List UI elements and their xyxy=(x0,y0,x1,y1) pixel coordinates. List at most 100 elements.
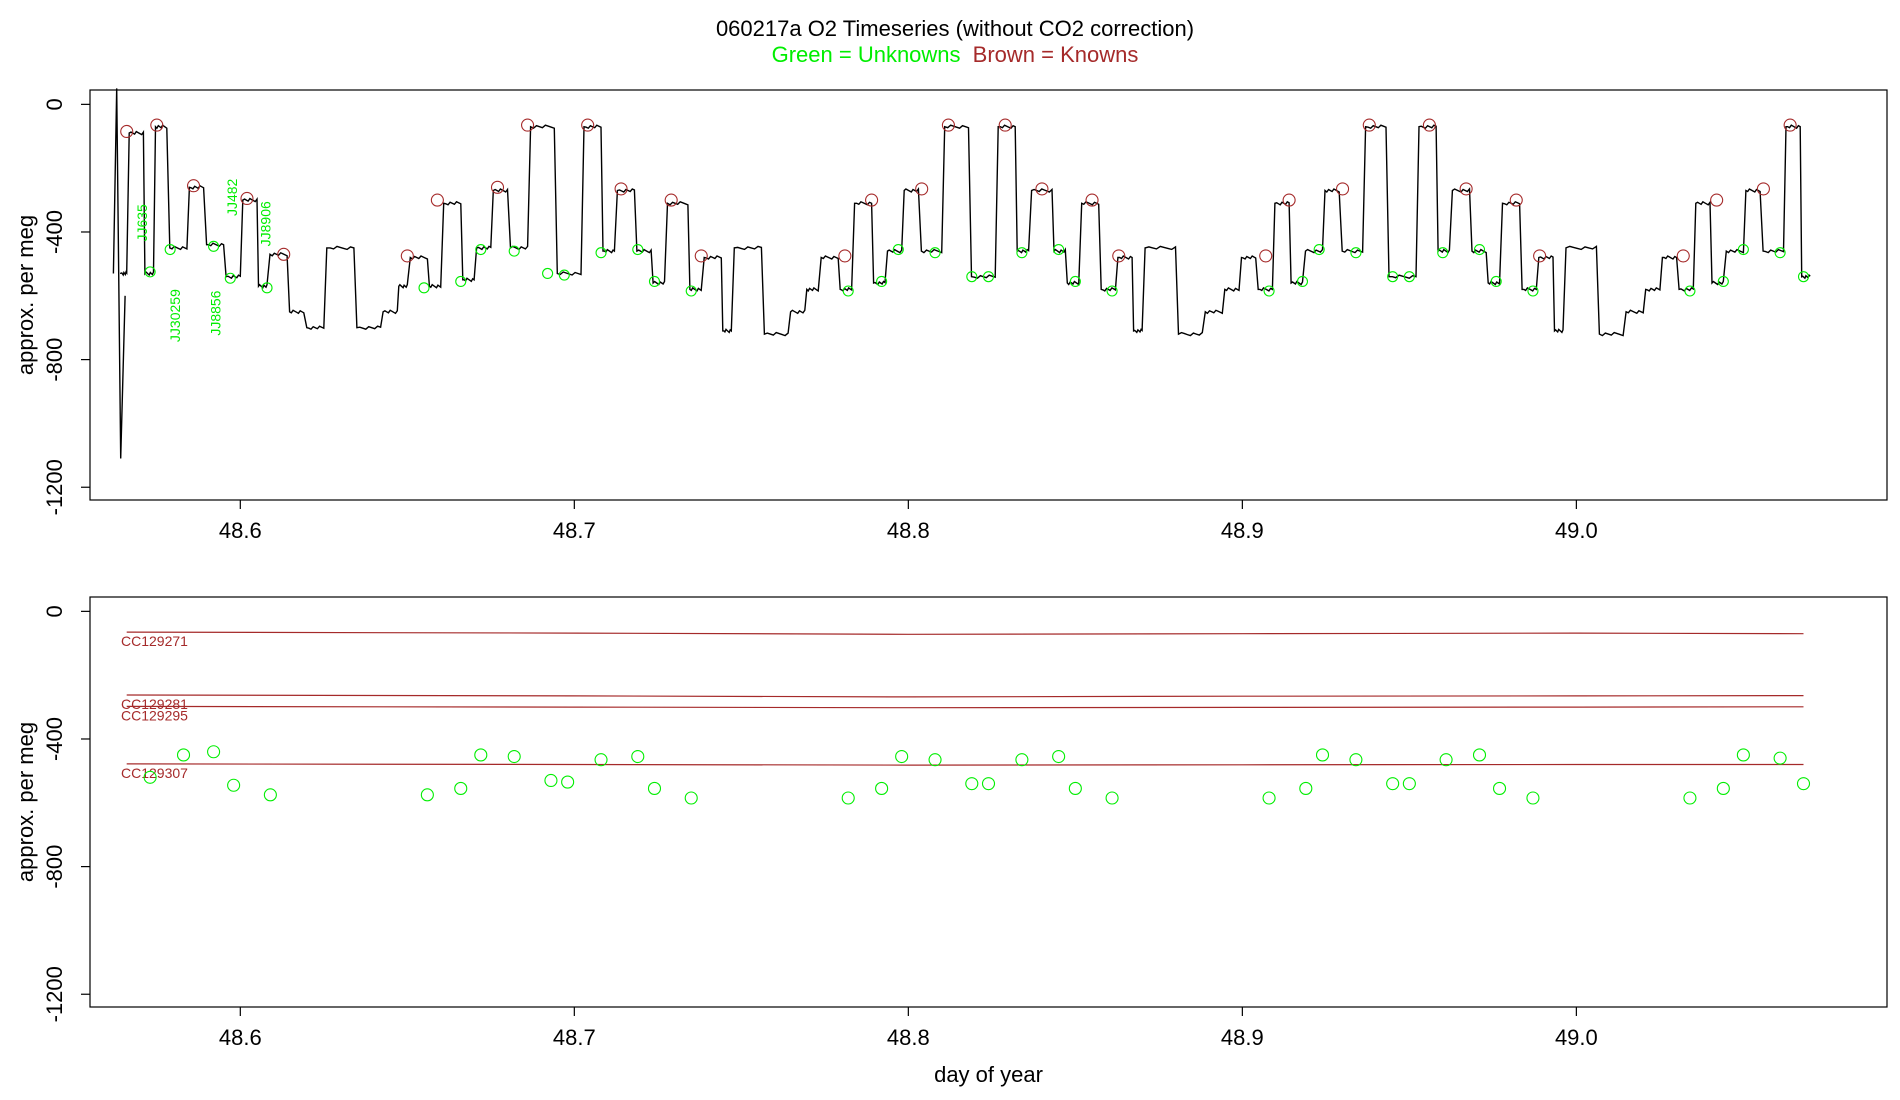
unknown-point xyxy=(895,749,909,764)
unknown-point xyxy=(1527,285,1539,297)
o2-trace-line xyxy=(119,124,1811,337)
unknown-point xyxy=(594,753,608,767)
y-tick-label: 0 xyxy=(42,605,67,617)
known-point xyxy=(400,249,414,263)
known-point xyxy=(1710,193,1724,207)
known-point xyxy=(430,193,444,207)
known-line xyxy=(126,705,1804,709)
unknown-point xyxy=(1736,748,1750,762)
known-point xyxy=(1422,118,1436,132)
x-tick-label: 48.6 xyxy=(219,518,262,543)
known-point xyxy=(998,118,1012,132)
unknown-point xyxy=(1773,751,1787,765)
unknown-point xyxy=(632,243,644,256)
y-axis-label: approx. per meg xyxy=(13,215,38,375)
y-axis-label: approx. per meg xyxy=(13,722,38,882)
legend-knowns: Brown = Knowns xyxy=(973,42,1139,67)
unknown-point xyxy=(420,788,434,802)
known-point xyxy=(150,118,164,132)
unknown-point xyxy=(1439,753,1453,767)
unknown-point xyxy=(1774,247,1786,259)
known-point xyxy=(664,193,678,207)
unknown-point xyxy=(1106,285,1118,297)
known-point xyxy=(941,118,955,132)
x-tick-label: 48.8 xyxy=(887,518,930,543)
known-line-label: CC129281 xyxy=(121,696,188,712)
unknown-point xyxy=(1526,791,1540,805)
x-tick-label: 48.9 xyxy=(1221,1025,1264,1050)
unknown-point xyxy=(455,275,467,287)
unknown-point xyxy=(875,781,889,795)
unknown-point xyxy=(475,243,487,256)
sample-annotation: JJ30259 xyxy=(167,289,183,342)
known-point xyxy=(1085,193,1099,207)
unknown-point xyxy=(876,275,888,287)
known-line xyxy=(126,763,1804,766)
unknown-point xyxy=(647,781,662,795)
unknown-point xyxy=(966,271,978,283)
unknown-point xyxy=(144,266,156,278)
unknown-point xyxy=(1299,781,1313,795)
known-point xyxy=(694,249,708,263)
unknown-point xyxy=(685,285,697,297)
unknown-point xyxy=(508,245,520,257)
unknown-point xyxy=(1315,748,1330,762)
unknown-point xyxy=(1262,791,1276,805)
legend-unknowns: Green = Unknowns xyxy=(772,42,961,67)
unknown-point xyxy=(542,267,554,280)
known-point xyxy=(1282,193,1296,207)
unknown-point xyxy=(474,748,488,762)
unknown-point xyxy=(208,240,220,252)
unknown-point xyxy=(1313,243,1325,256)
unknown-point xyxy=(1796,777,1811,791)
x-tick-label: 48.8 xyxy=(887,1025,930,1050)
known-point xyxy=(838,249,852,263)
unknown-point xyxy=(207,745,221,759)
x-tick-label: 49.0 xyxy=(1555,518,1598,543)
unknown-point xyxy=(1349,753,1363,767)
unknown-point xyxy=(1386,777,1400,791)
unknown-point xyxy=(1717,275,1729,287)
unknown-point xyxy=(227,778,241,792)
known-point xyxy=(490,180,505,194)
y-tick-label: 0 xyxy=(42,98,67,110)
sample-annotation: JJ482 xyxy=(224,178,240,216)
unknown-point xyxy=(684,791,698,805)
unknown-point xyxy=(263,788,277,802)
y-tick-label: -400 xyxy=(42,210,67,254)
unknown-point xyxy=(1737,243,1749,256)
known-point xyxy=(1783,118,1797,132)
unknown-point xyxy=(1053,243,1065,256)
unknown-point xyxy=(1403,271,1415,283)
unknown-point xyxy=(1068,781,1082,795)
unknown-point xyxy=(418,282,430,294)
known-point xyxy=(1509,193,1523,207)
figure-subtitle: Green = Unknowns Brown = Knowns xyxy=(772,42,1139,67)
unknown-point xyxy=(143,770,157,784)
known-point xyxy=(1112,249,1126,263)
y-tick-label: -400 xyxy=(42,717,67,761)
unknown-point xyxy=(965,777,979,791)
unknown-point xyxy=(1105,791,1119,805)
unknown-point xyxy=(1016,247,1028,259)
y-tick-label: -800 xyxy=(42,845,67,889)
plot-frame xyxy=(89,596,1888,1008)
unknown-point xyxy=(261,282,273,294)
unknown-point xyxy=(1684,285,1696,297)
known-line-label: CC129295 xyxy=(121,707,188,723)
known-point xyxy=(521,118,535,132)
unknown-point xyxy=(595,247,607,259)
unknown-point xyxy=(842,285,854,297)
o2-trace-spike xyxy=(112,88,126,459)
known-point xyxy=(186,179,201,193)
x-tick-label: 48.9 xyxy=(1221,518,1264,543)
unknown-point xyxy=(981,777,996,791)
x-tick-label: 48.7 xyxy=(553,518,596,543)
known-point xyxy=(240,191,254,206)
x-axis-label: day of year xyxy=(934,1062,1043,1087)
known-point xyxy=(1533,249,1547,263)
unknown-point xyxy=(1387,271,1399,283)
known-point xyxy=(1362,118,1376,132)
unknown-point xyxy=(224,272,236,284)
